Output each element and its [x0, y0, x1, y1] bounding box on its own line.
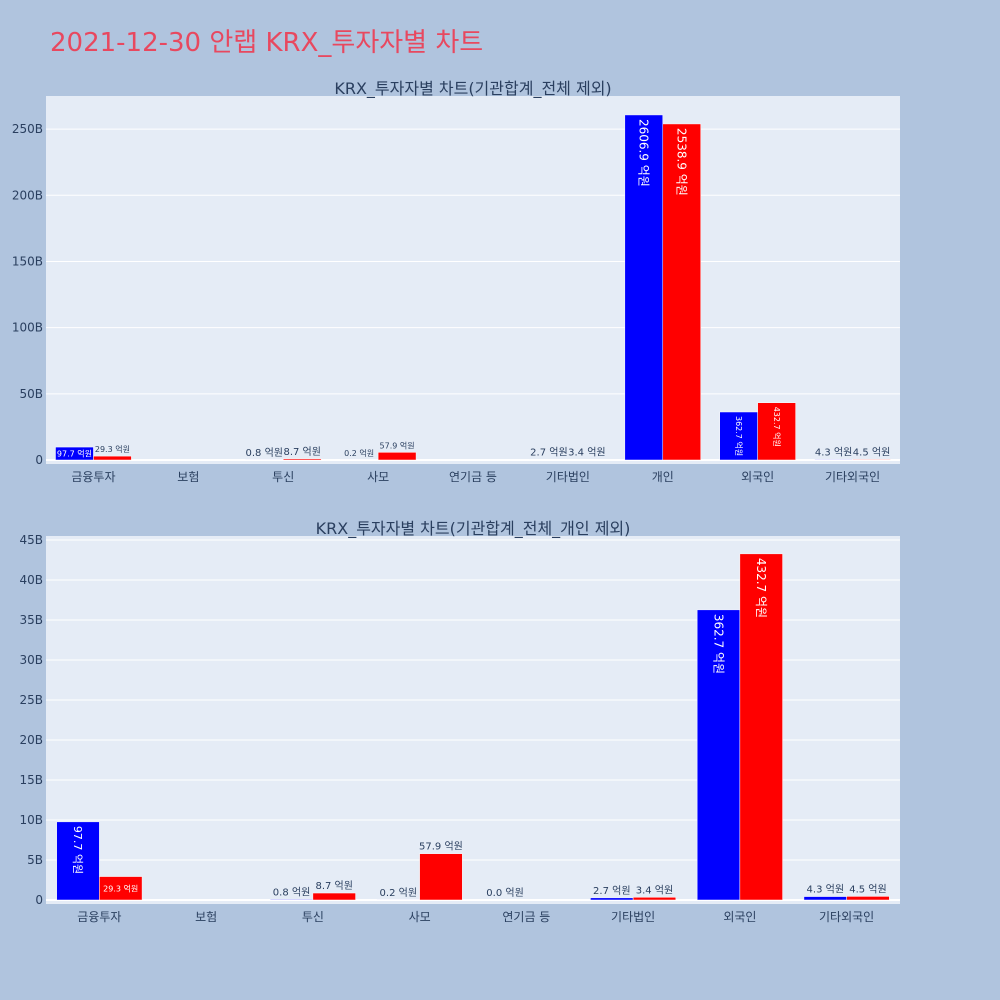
- bar: [739, 553, 783, 901]
- x-tick-label: 기타법인: [611, 910, 655, 924]
- x-tick-label: 투신: [272, 470, 294, 484]
- data-label: 0.2 억원: [380, 887, 417, 899]
- bar: [624, 114, 664, 461]
- x-tick-label: 보험: [195, 910, 217, 924]
- bar: [590, 897, 634, 901]
- x-tick-label: 사모: [409, 910, 431, 924]
- data-label: 432.7 억원: [754, 558, 768, 618]
- y-tick-label: 0: [35, 453, 43, 467]
- x-tick-label: 사모: [367, 470, 389, 484]
- chart-title: KRX_투자자별 차트(기관합계_전체 제외): [334, 79, 611, 99]
- y-tick-label: 150B: [12, 254, 43, 268]
- y-tick-label: 10B: [19, 813, 43, 827]
- data-label: 4.5 억원: [849, 883, 886, 895]
- x-tick-label: 금융투자: [71, 470, 115, 484]
- data-label: 4.3 억원: [815, 446, 852, 458]
- data-label: 2.7 억원: [530, 447, 567, 459]
- data-label: 29.3 억원: [95, 444, 130, 454]
- bar: [419, 853, 463, 901]
- data-label: 57.9 억원: [419, 841, 463, 853]
- bar: [377, 452, 417, 461]
- chart-1: KRX_투자자별 차트(기관합계_전체 제외) 0 50B 100B 150B 200B 2…: [12, 79, 900, 484]
- y-tick-label: 250B: [12, 122, 43, 136]
- x-tick-label: 기타외국인: [819, 910, 874, 924]
- x-tick-label: 외국인: [723, 910, 756, 924]
- data-label: 3.4 억원: [568, 447, 605, 459]
- data-label: 0.0 억원: [486, 887, 523, 899]
- y-tick-label: 30B: [19, 653, 43, 667]
- x-tick-label: 외국인: [741, 470, 774, 484]
- x-tick-label: 기타법인: [546, 470, 590, 484]
- data-label: 0.2 억원: [344, 448, 374, 458]
- data-label: 8.7 억원: [315, 880, 352, 892]
- bar: [757, 402, 796, 461]
- data-label: 97.7 억원: [71, 826, 84, 874]
- data-label: 0.8 억원: [273, 886, 310, 898]
- data-label: 2606.9 억원: [637, 119, 651, 187]
- y-tick-label: 35B: [19, 613, 43, 627]
- y-tick-label: 20B: [19, 733, 43, 747]
- bar: [56, 821, 100, 901]
- data-label: 3.4 억원: [636, 884, 673, 896]
- x-tick-label: 투신: [302, 910, 324, 924]
- data-label: 2.7 억원: [593, 885, 630, 897]
- y-tick-label: 50B: [19, 387, 43, 401]
- data-label: 29.3 억원: [103, 883, 138, 893]
- data-label: 362.7 억원: [734, 416, 744, 456]
- bar: [846, 896, 890, 901]
- x-tick-label: 보험: [177, 470, 199, 484]
- data-label: 4.5 억원: [853, 446, 890, 458]
- y-tick-label: 200B: [12, 188, 43, 202]
- y-tick-label: 5B: [27, 853, 43, 867]
- x-tick-label: 연기금 등: [449, 470, 497, 484]
- y-tick-label: 100B: [12, 321, 43, 335]
- data-label: 432.7 억원: [772, 407, 782, 447]
- data-label: 8.7 억원: [283, 446, 320, 458]
- bar: [99, 876, 143, 901]
- bar: [719, 411, 758, 461]
- y-tick-label: 45B: [19, 533, 43, 547]
- bar: [632, 897, 677, 901]
- bar: [312, 892, 356, 901]
- chart-2: KRX_투자자별 차트(기관합계_전체_개인 제외) 0 5B 10B 15B 20B 25…: [19, 519, 900, 924]
- y-tick-label: 40B: [19, 573, 43, 587]
- chart-title: KRX_투자자별 차트(기관합계_전체_개인 제외): [316, 519, 631, 539]
- data-label: 4.3 억원: [807, 884, 844, 896]
- x-tick-label: 개인: [652, 470, 674, 484]
- bar: [282, 458, 322, 461]
- data-label: 57.9 억원: [380, 440, 415, 450]
- bar: [803, 896, 847, 901]
- x-tick-label: 기타외국인: [825, 470, 880, 484]
- bar: [662, 123, 701, 461]
- bar: [55, 446, 94, 461]
- y-tick-label: 25B: [19, 693, 43, 707]
- x-tick-label: 금융투자: [77, 910, 121, 924]
- data-label: 0.8 억원: [246, 447, 283, 459]
- data-label: 362.7 억원: [711, 614, 725, 674]
- bar: [93, 455, 132, 461]
- bar: [814, 459, 853, 461]
- bar: [696, 609, 741, 901]
- y-tick-label: 15B: [19, 773, 43, 787]
- bar: [269, 899, 314, 901]
- data-label: 97.7 억원: [57, 449, 92, 459]
- y-tick-label: 0: [35, 893, 43, 907]
- data-label: 2538.9 억원: [675, 128, 689, 196]
- bar: [852, 459, 891, 461]
- page-title: 2021-12-30 안랩 KRX_투자자별 차트: [50, 28, 484, 58]
- x-tick-label: 연기금 등: [502, 910, 550, 924]
